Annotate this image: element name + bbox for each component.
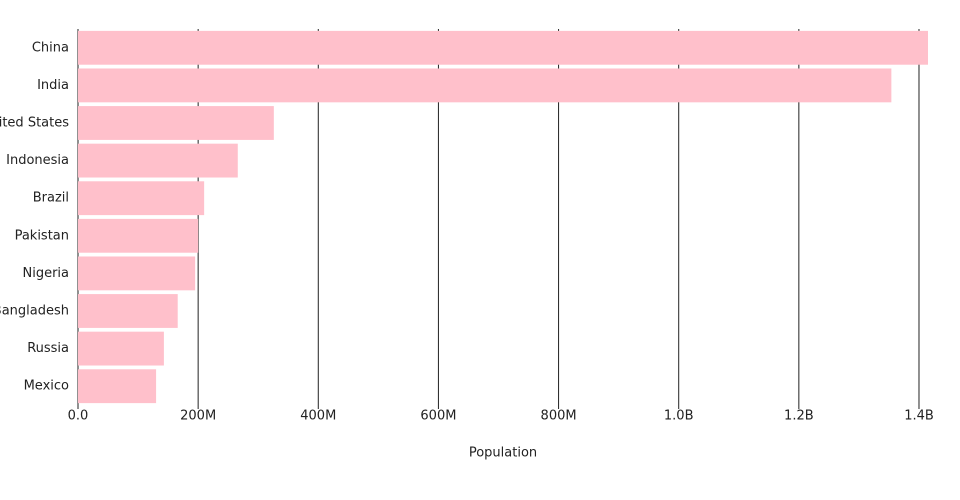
bar (78, 369, 157, 404)
y-tick-label: Nigeria (22, 266, 69, 281)
y-tick-label: Pakistan (15, 228, 69, 243)
x-tick-label: 1.0B (664, 409, 694, 424)
y-tick-label: Mexico (24, 379, 69, 394)
bar (78, 143, 238, 178)
bar (78, 294, 178, 328)
y-tick-label: India (37, 78, 69, 93)
x-tick-label: 1.2B (784, 409, 814, 424)
x-axis-title: Population (469, 446, 537, 461)
bar (78, 106, 274, 140)
y-tick-label: United States (0, 116, 69, 131)
x-tick-label: 1.4B (904, 409, 934, 424)
x-tick-label: 800M (541, 409, 577, 424)
y-tick-label: Russia (27, 341, 69, 356)
x-tick-label: 200M (180, 409, 216, 424)
bar (78, 331, 164, 366)
bar (78, 181, 205, 216)
bar (78, 68, 892, 103)
x-tick-label: 400M (300, 409, 336, 424)
y-tick-label: China (32, 40, 69, 55)
x-tick-label: 0.0 (68, 409, 89, 424)
bar (78, 256, 196, 291)
y-tick-label: Bangladesh (0, 304, 69, 319)
y-tick-label: Brazil (33, 191, 69, 206)
bar (78, 218, 199, 253)
y-tick-label: Indonesia (6, 153, 69, 168)
x-tick-label: 600M (420, 409, 456, 424)
bar (78, 30, 928, 65)
